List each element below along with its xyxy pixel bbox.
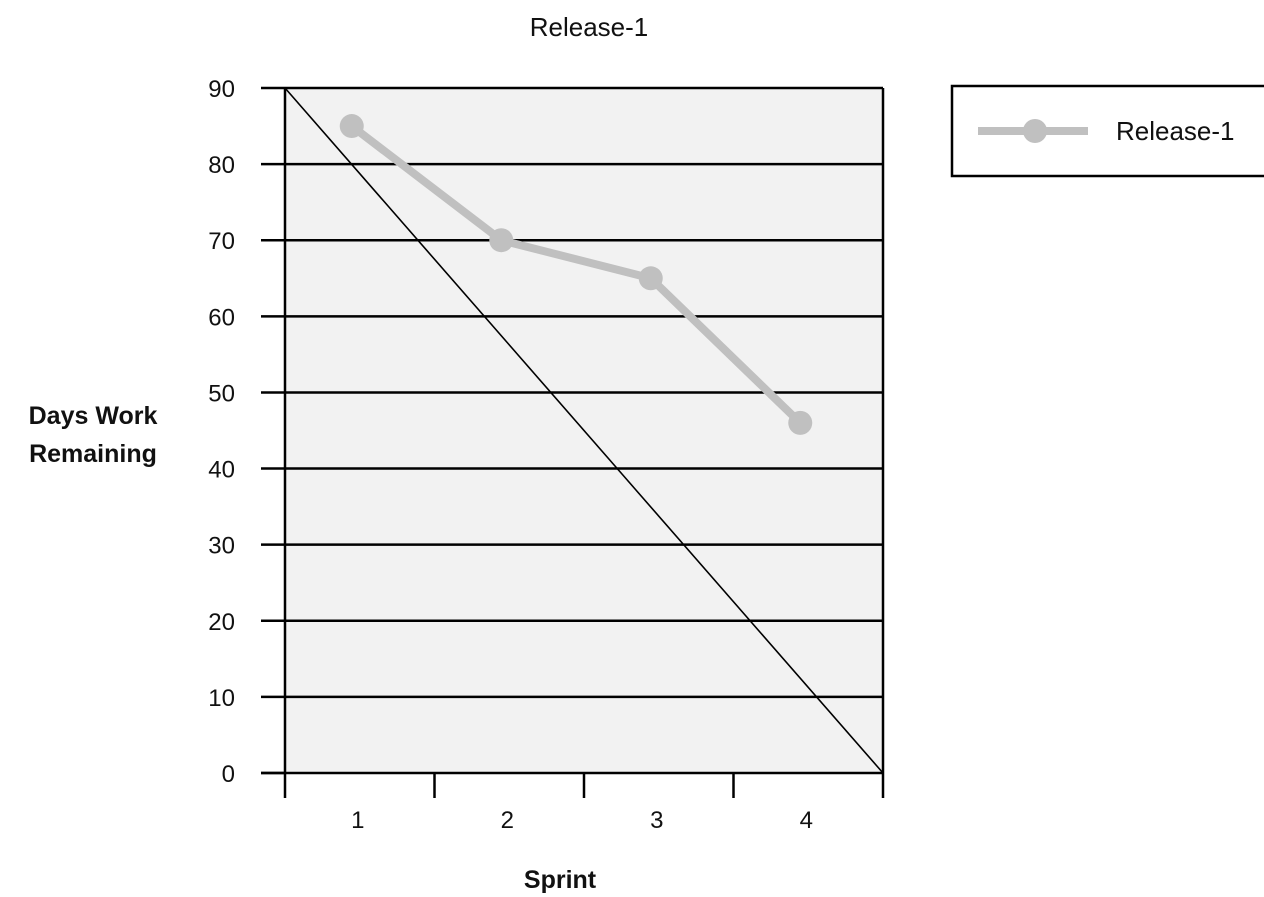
series-release-1	[339, 114, 813, 435]
y-tick-label-30: 30	[208, 533, 235, 560]
y-axis-label-line-2: Remaining	[29, 440, 157, 468]
chart-title: Release-1	[530, 12, 649, 42]
y-tick-label-50: 50	[208, 380, 235, 407]
y-tick-label-20: 20	[208, 609, 235, 636]
legend-label-release-1: Release-1	[1116, 116, 1235, 146]
axes	[261, 88, 885, 798]
data-point-sprint-4	[788, 410, 813, 435]
data-point-sprint-3	[638, 266, 663, 291]
y-tick-label-90: 90	[208, 76, 235, 103]
x-tick-label-3: 3	[650, 807, 663, 834]
ideal-burndown-line	[284, 87, 884, 774]
y-tick-label-40: 40	[208, 457, 235, 484]
x-tick-label-1: 1	[351, 807, 364, 834]
y-tick-label-70: 70	[208, 228, 235, 255]
legend-marker	[1023, 119, 1047, 143]
x-axis-label: Sprint	[524, 866, 597, 894]
ideal-line	[284, 87, 884, 774]
legend: Release-1	[950, 84, 1264, 178]
series-line-0	[349, 122, 804, 426]
y-tick-label-0: 0	[222, 761, 235, 788]
y-tick-label-10: 10	[208, 685, 235, 712]
data-point-sprint-1	[339, 114, 364, 139]
y-axis-ticks: 0 10 20 30 40 50 60 70 80 90	[208, 76, 285, 788]
y-axis-label-line-1: Days Work	[29, 402, 158, 430]
y-tick-label-80: 80	[208, 152, 235, 179]
gridlines	[285, 86, 883, 699]
data-point-sprint-2	[489, 228, 514, 253]
x-axis-ticks: 1 2 3 4	[351, 773, 813, 834]
x-tick-label-2: 2	[501, 807, 514, 834]
y-tick-label-60: 60	[208, 304, 235, 331]
x-tick-label-4: 4	[800, 807, 813, 834]
